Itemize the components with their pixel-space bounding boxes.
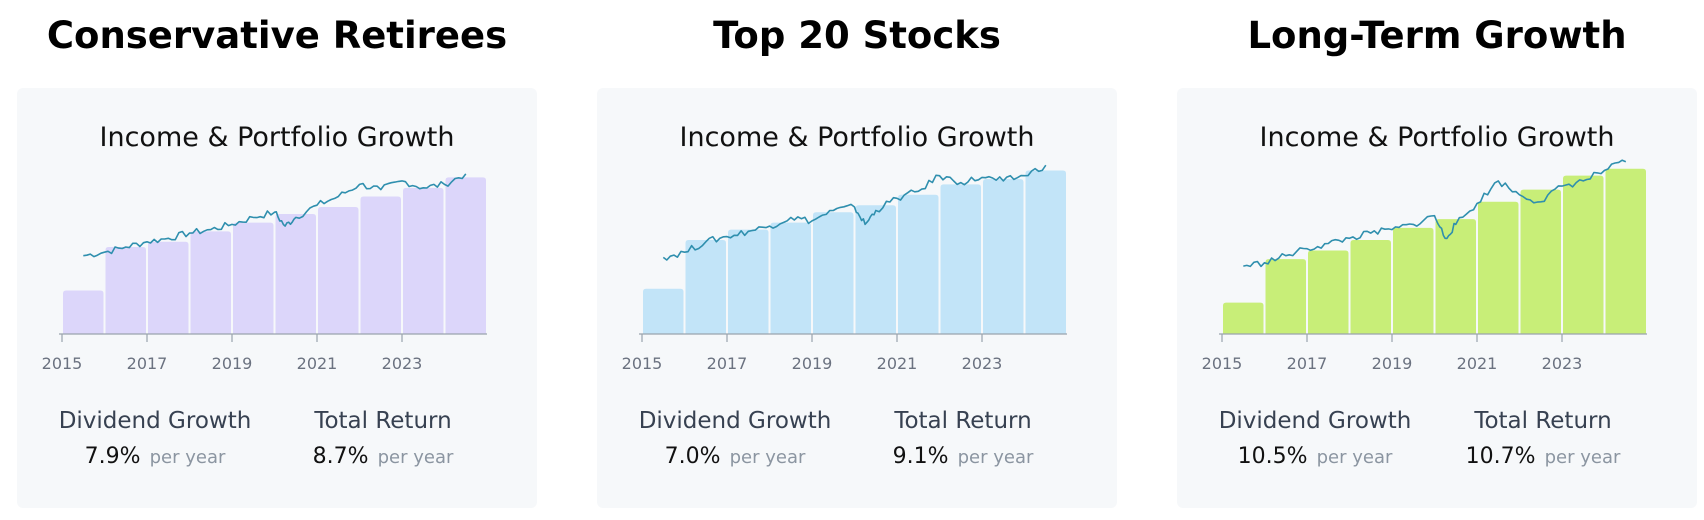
bar	[1435, 219, 1476, 334]
bar	[105, 247, 146, 334]
x-tick-label: 2021	[1457, 354, 1498, 373]
stat-value: 7.9%	[84, 444, 141, 469]
stat-unit: per year	[377, 447, 454, 468]
x-tick-label: 2015	[622, 354, 663, 373]
stat-value: 7.0%	[664, 444, 721, 469]
bar	[275, 213, 316, 334]
stat-value: 9.1%	[892, 444, 949, 469]
bar	[813, 212, 854, 334]
chart: 2015 2017 2019 2021 2023	[1202, 159, 1647, 373]
bar	[63, 290, 104, 334]
chart: 2015 2017 2019 2021 2023	[622, 164, 1067, 373]
x-tick-label: 2023	[1542, 354, 1583, 373]
bar	[983, 179, 1024, 334]
panel-title: Conservative Retirees	[46, 14, 508, 57]
stat-unit: per year	[1316, 447, 1393, 468]
x-tick-label: 2019	[212, 354, 253, 373]
chart-title: Income & Portfolio Growth	[99, 122, 455, 153]
bar	[685, 240, 726, 334]
stat-unit: per year	[1544, 447, 1621, 468]
bar	[148, 241, 189, 334]
bar	[1563, 175, 1604, 334]
stat-label: Total Return	[314, 408, 452, 434]
stat-unit: per year	[957, 447, 1034, 468]
bar	[770, 222, 811, 334]
x-tick-label: 2015	[42, 354, 83, 373]
stat-dividend-growth: Dividend Growth 10.5% per year	[1200, 408, 1430, 469]
bar	[898, 194, 939, 334]
x-tick-label: 2017	[127, 354, 168, 373]
stat-value: 10.7%	[1465, 444, 1536, 469]
stat-total-return: Total Return 9.1% per year	[848, 408, 1078, 469]
bar	[643, 288, 684, 334]
stat-total-return: Total Return 8.7% per year	[268, 408, 498, 469]
stat-unit: per year	[729, 447, 806, 468]
x-tick-label: 2021	[877, 354, 918, 373]
stat-total-return: Total Return 10.7% per year	[1428, 408, 1658, 469]
bar	[855, 205, 896, 334]
bar	[1605, 168, 1646, 334]
stat-label: Dividend Growth	[58, 408, 252, 434]
panel-long-term-growth: Long-Term Growth Income & Portfolio Grow…	[1177, 0, 1697, 520]
bar	[940, 184, 981, 334]
bar	[445, 177, 486, 334]
bar	[403, 187, 444, 334]
portfolio-line	[83, 173, 467, 258]
chart-card: Income & Portfolio Growth 2015 2017 2019 20…	[1177, 88, 1697, 508]
x-tick-label: 2023	[962, 354, 1003, 373]
bar	[1025, 170, 1066, 334]
x-tick-label: 2015	[1202, 354, 1243, 373]
panel-title: Top 20 Stocks	[713, 14, 1001, 57]
x-tick-label: 2017	[1287, 354, 1328, 373]
x-tick-label: 2017	[707, 354, 748, 373]
x-tick-label: 2023	[382, 354, 423, 373]
x-tick-label: 2021	[297, 354, 338, 373]
portfolio-line	[662, 164, 1047, 261]
chart: 2015 2017 2019 2021 2023	[42, 173, 487, 373]
bar	[1265, 259, 1306, 334]
bar	[1350, 240, 1391, 334]
portfolio-line	[1243, 159, 1627, 268]
bar	[190, 231, 231, 334]
bar	[233, 222, 274, 334]
stat-label: Total Return	[894, 408, 1032, 434]
stat-dividend-growth: Dividend Growth 7.0% per year	[620, 408, 850, 469]
stat-unit: per year	[149, 447, 226, 468]
bar	[1393, 227, 1434, 334]
stat-label: Dividend Growth	[638, 408, 832, 434]
bar	[1223, 302, 1264, 334]
bar	[1308, 250, 1349, 334]
chart-card: Income & Portfolio Growth 2015 2017 2019 20…	[17, 88, 537, 508]
panel-top-20-stocks: Top 20 Stocks Income & Portfolio Growth …	[597, 0, 1117, 520]
bar	[318, 206, 359, 334]
stat-dividend-growth: Dividend Growth 7.9% per year	[40, 408, 270, 469]
stat-value: 8.7%	[312, 444, 369, 469]
bar	[360, 196, 401, 334]
stat-label: Total Return	[1474, 408, 1612, 434]
stat-label: Dividend Growth	[1218, 408, 1412, 434]
stat-value: 10.5%	[1237, 444, 1308, 469]
chart-title: Income & Portfolio Growth	[679, 122, 1035, 153]
panel-title: Long-Term Growth	[1247, 14, 1627, 57]
bar	[1520, 189, 1561, 334]
x-tick-label: 2019	[792, 354, 833, 373]
x-tick-label: 2019	[1372, 354, 1413, 373]
chart-card: Income & Portfolio Growth 2015 2017 2019 20…	[597, 88, 1117, 508]
bar	[728, 229, 769, 334]
panel-conservative-retirees: Conservative Retirees Income & Portfolio…	[17, 0, 537, 520]
bar	[1478, 201, 1519, 334]
chart-title: Income & Portfolio Growth	[1259, 122, 1615, 153]
